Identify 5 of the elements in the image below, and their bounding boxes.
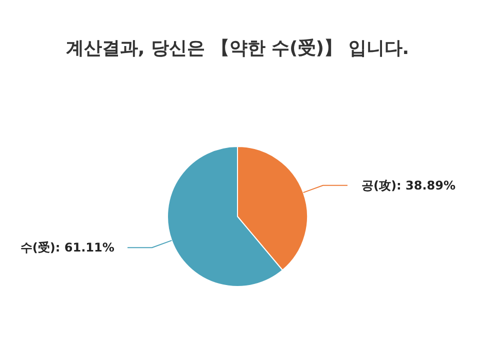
slice-label: 수(受)	[20, 240, 56, 255]
data-label: : 61.11%	[55, 240, 114, 255]
data-label: : 38.89%	[396, 178, 456, 192]
slice-label: 공(攻)	[362, 178, 397, 192]
chart-title: 계산결과, 당신은 【약한 수(受)】 입니다.	[66, 38, 410, 59]
